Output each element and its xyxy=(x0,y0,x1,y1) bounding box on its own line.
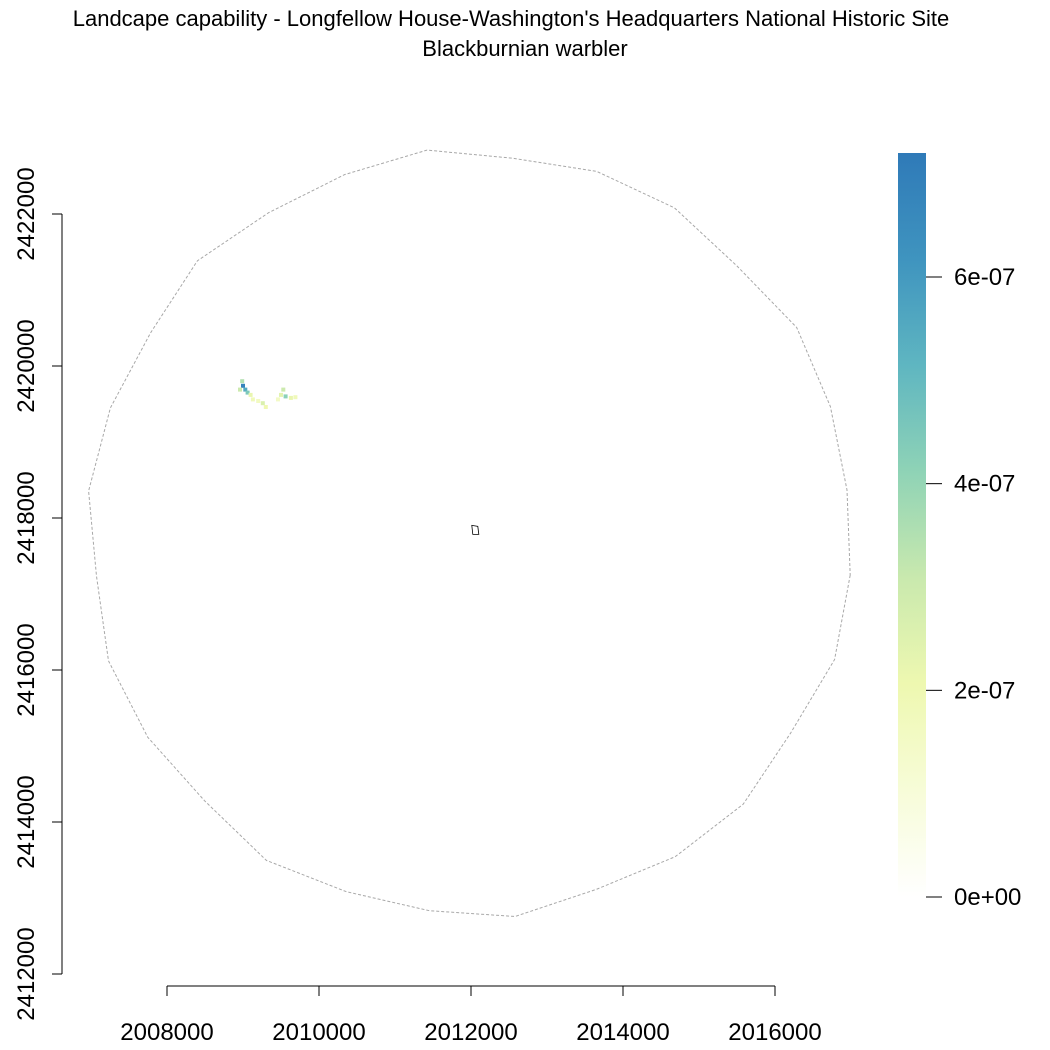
x-tick-label: 2008000 xyxy=(120,1019,213,1046)
raster-cell xyxy=(288,395,293,400)
x-tick-label: 2016000 xyxy=(728,1019,821,1046)
plot-area xyxy=(88,149,851,918)
chart-subtitle: Blackburnian warbler xyxy=(422,36,628,61)
raster-cell xyxy=(279,392,283,397)
x-tick-label: 2010000 xyxy=(272,1019,365,1046)
legend-tick-label: 4e-07 xyxy=(954,471,1015,498)
raster-cell xyxy=(238,387,242,392)
raster-cell xyxy=(256,399,261,403)
raster-cell xyxy=(276,397,280,402)
raster-cell xyxy=(241,383,245,388)
x-tick-label: 2012000 xyxy=(424,1019,517,1046)
site-boundary xyxy=(471,524,480,535)
buffer-boundary xyxy=(88,149,851,918)
raster-cell xyxy=(248,392,253,397)
y-tick-label: 2416000 xyxy=(13,623,40,716)
axes: 2008000 2010000 2012000 2014000 2016000 24120… xyxy=(13,167,822,1046)
legend-colorbar xyxy=(898,153,926,897)
legend-tick-label: 0e+00 xyxy=(954,884,1021,911)
legend-tick-label: 2e-07 xyxy=(954,677,1015,704)
raster-cell xyxy=(281,387,286,392)
raster-cell xyxy=(283,394,288,399)
raster-cell xyxy=(260,401,265,406)
raster-cell xyxy=(240,379,245,384)
x-tick-label: 2014000 xyxy=(576,1019,669,1046)
y-tick-label: 2418000 xyxy=(13,471,40,564)
raster-cell xyxy=(245,390,250,395)
legend-tick-label: 6e-07 xyxy=(954,264,1015,291)
y-tick-label: 2420000 xyxy=(13,319,40,412)
raster-cell xyxy=(250,397,255,402)
y-tick-label: 2422000 xyxy=(13,167,40,260)
y-tick-label: 2412000 xyxy=(13,927,40,1020)
y-tick-label: 2414000 xyxy=(13,775,40,868)
raster-cell xyxy=(243,387,248,392)
legend: 0e+00 2e-07 4e-07 6e-07 xyxy=(898,153,1021,911)
chart-title: Landcape capability - Longfellow House-W… xyxy=(72,6,950,31)
raster-cell xyxy=(293,395,298,400)
raster-cell xyxy=(263,405,268,409)
